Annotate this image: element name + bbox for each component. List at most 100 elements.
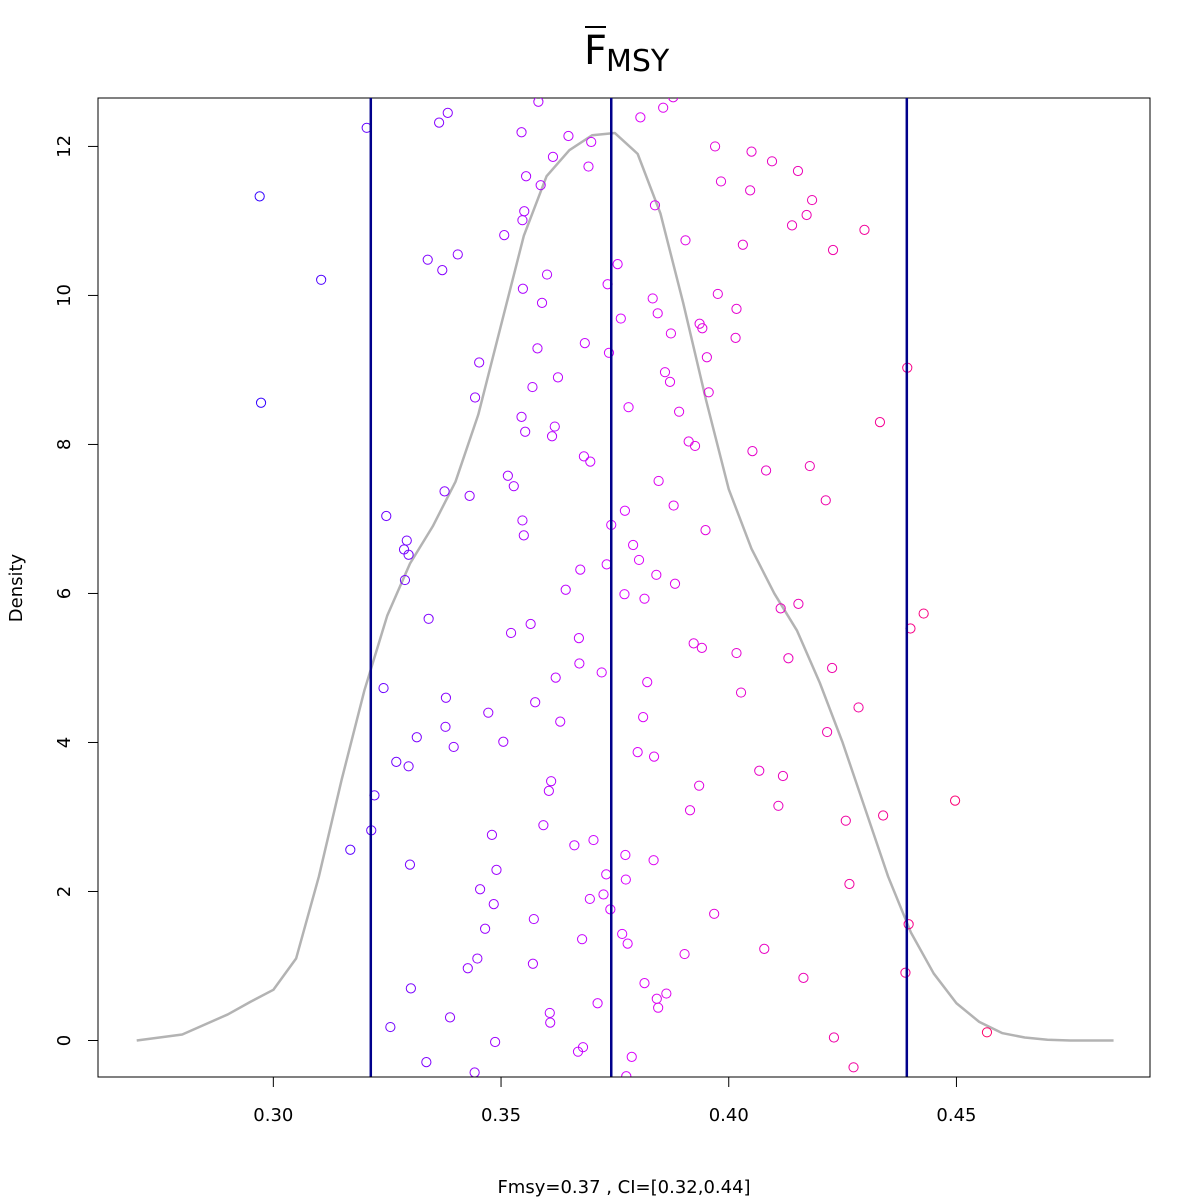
data-point [661,988,672,999]
data-point [588,834,599,846]
data-point [399,574,411,586]
data-point [422,254,433,265]
data-point [648,751,660,762]
data-point [527,958,539,969]
data-point [528,913,539,925]
data-point [642,677,653,688]
y-tick-label: 12 [54,135,75,158]
x-tick-label: 0.35 [481,1105,521,1126]
data-point [658,102,669,113]
data-point [552,372,564,383]
y-tick-label: 4 [54,737,75,748]
data-point [483,707,494,718]
data-point [583,161,594,172]
data-point [592,998,603,1009]
data-point [491,864,502,875]
data-point [712,288,723,300]
data-point [585,456,596,467]
data-point [648,855,659,866]
data-point [505,627,517,639]
title-main: F [584,28,607,74]
data-point [574,658,585,669]
data-point [543,785,554,797]
data-point [520,426,531,437]
data-point [786,220,798,231]
data-point [452,249,463,260]
data-point [651,569,662,580]
data-point [516,127,527,138]
y-tick-label: 0 [54,1035,75,1046]
data-point [442,107,453,119]
data-point [792,165,804,177]
data-point [533,98,544,107]
data-point [689,440,701,452]
data-point [777,770,789,782]
data-point [469,1067,480,1077]
data-point [652,308,663,319]
data-point [525,618,536,630]
data-point [498,736,509,747]
data-point [502,470,513,481]
data-point [573,633,585,644]
data-point [563,130,574,142]
data-point [668,98,679,103]
density-curve [136,131,1114,1042]
x-tick-label: 0.40 [709,1105,749,1126]
data-point [403,761,414,772]
axes: 0.30 0.35 0.40 0.45 0 2 4 6 8 10 12 [54,135,976,1126]
data-point [827,662,838,674]
data-point [653,1002,664,1013]
data-point [547,151,559,162]
data-point [586,136,597,148]
data-point [620,849,631,861]
data-point [668,500,679,511]
data-point [844,878,855,890]
data-point [617,928,628,940]
data-point [820,495,831,506]
data-point [577,934,588,945]
data-point [759,943,770,954]
data-point [517,515,528,526]
data-point [404,859,416,870]
data-point [535,180,546,191]
data-point [603,347,615,358]
data-point [439,486,450,497]
data-point [381,510,392,522]
data-point [903,919,914,930]
data-point [669,578,681,589]
data-point [541,269,553,280]
data-point [715,176,727,187]
data-point [316,274,327,285]
title-subscript: MSY [606,44,670,79]
data-point [516,411,527,422]
data-point [793,598,804,609]
data-point [840,815,851,826]
data-point [709,908,720,919]
data-point [411,732,422,743]
data-point [530,697,541,708]
data-point [623,402,634,413]
data-point [518,530,529,541]
data-point [745,185,756,196]
data-point [783,653,794,664]
data-point [775,603,786,614]
data-point [622,938,633,949]
data-point [255,397,267,408]
data-point [472,953,483,964]
data-point [853,702,864,713]
data-point [696,642,707,653]
data-point [499,229,510,241]
data-point [546,776,557,787]
data-point [536,297,548,308]
data-point [649,200,661,211]
data-point [596,667,607,678]
data-point [773,800,784,811]
data-point [405,983,416,994]
data-point [584,893,595,905]
data-point [798,972,809,984]
data-point [254,191,265,202]
data-point [488,899,499,910]
data-point [486,829,498,840]
data-point [474,357,485,368]
